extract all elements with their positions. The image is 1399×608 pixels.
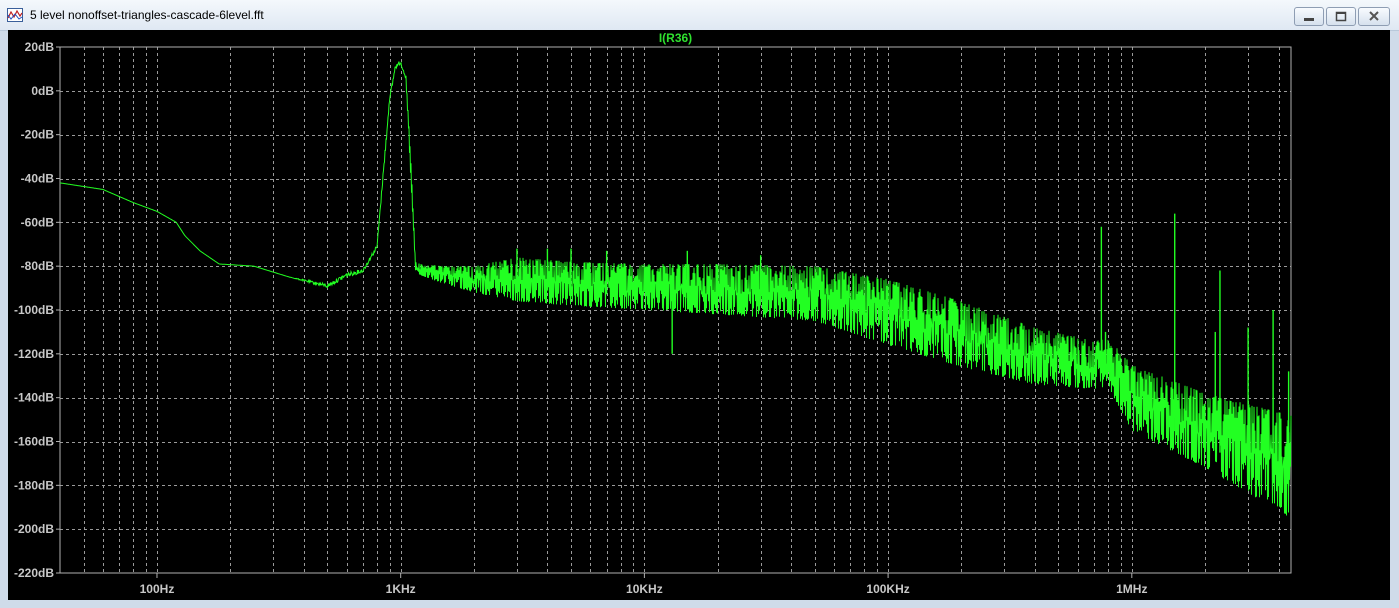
minimize-button[interactable] [1294,7,1324,26]
y-tick-label: -140dB [14,391,54,405]
y-tick-label: -180dB [14,478,54,492]
x-tick-label: 10KHz [626,582,663,596]
y-tick-label: 0dB [31,84,54,98]
y-tick-label: -120dB [14,347,54,361]
trace-i-r36 [59,61,1292,516]
fft-chart[interactable]: 20dB 0dB -20dB -40dB -60dB -80dB -100dB -120dB -… [8,30,1390,600]
close-button[interactable] [1358,7,1390,26]
plot-pane[interactable]: 20dB 0dB -20dB -40dB -60dB -80dB -100dB -120dB -… [8,30,1390,600]
y-tick-label: -100dB [14,303,54,317]
y-tick-label: -20dB [21,128,55,142]
x-tick-label: 1MHz [1116,582,1147,596]
maximize-icon [1335,11,1347,22]
x-tick-label: 100Hz [140,582,175,596]
y-tick-label: 20dB [25,40,55,54]
x-axis: 100Hz 1KHz 10KHz 100KHz 1MHz [140,573,1147,596]
x-tick-label: 1KHz [386,582,416,596]
y-tick-label: -80dB [21,259,55,273]
x-tick-label: 100KHz [866,582,909,596]
y-tick-label: -200dB [14,522,54,536]
y-tick-label: -220dB [14,566,54,580]
chart-background [8,30,1390,600]
window-title: 5 level nonoffset-triangles-cascade-6lev… [30,8,264,22]
close-icon [1369,11,1379,21]
grid-layer [60,47,1291,573]
title-bar[interactable]: 5 level nonoffset-triangles-cascade-6lev… [0,0,1399,31]
trace-label[interactable]: I(R36) [659,31,692,45]
ltspice-plot-icon [7,8,23,22]
y-tick-label: -40dB [21,172,55,186]
y-tick-label: -160dB [14,435,54,449]
maximize-button[interactable] [1326,7,1356,26]
trace-line [59,61,1292,516]
y-tick-label: -60dB [21,215,55,229]
y-axis: 20dB 0dB -20dB -40dB -60dB -80dB -100dB -120dB -… [14,40,60,580]
minimize-icon [1304,18,1314,21]
